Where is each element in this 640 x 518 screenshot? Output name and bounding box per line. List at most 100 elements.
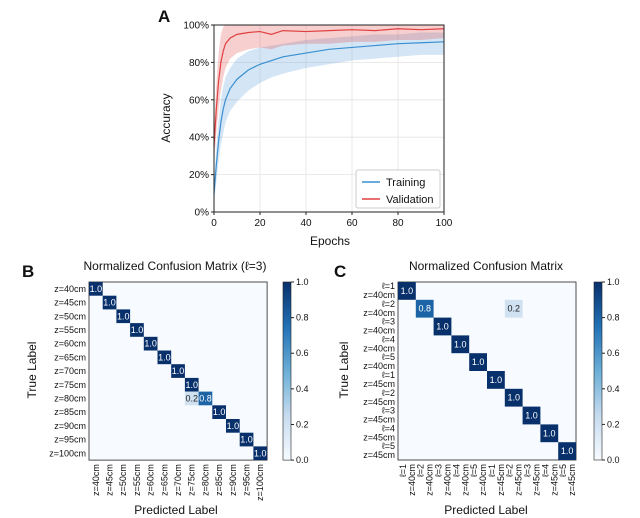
b-ytick-label: z=65cm: [54, 352, 86, 362]
c-xtick-l-label: ℓ=2: [505, 464, 515, 477]
c-ytick-z-label: z=45cm: [363, 379, 395, 389]
b-cell-value: 1.0: [158, 352, 171, 362]
c-xtick-l-label: ℓ=5: [558, 464, 568, 477]
c-cell: [469, 353, 487, 371]
b-colorbar-label: 0.0: [296, 455, 309, 465]
c-colorbar-label: 0.2: [607, 419, 620, 429]
b-ytick-label: z=55cm: [54, 325, 86, 335]
b-cell: [184, 391, 199, 406]
c-xtick-z-label: z=40cm: [460, 464, 470, 496]
b-cell: [212, 405, 226, 419]
b-cell: [226, 419, 240, 433]
c-ytick-l-label: ℓ=3: [382, 317, 395, 327]
panel-c-letter: C: [334, 262, 346, 281]
c-ytick-z-label: z=45cm: [363, 432, 395, 442]
c-cell: [504, 299, 523, 318]
a-xtick-label: 80: [392, 218, 404, 229]
b-cell: [239, 432, 254, 447]
b-cell: [198, 391, 213, 406]
b-xtick-label: z=40cm: [91, 464, 101, 496]
c-cell: [504, 388, 523, 407]
a-band-training: [214, 32, 444, 203]
c-ytick-l-label: ℓ=4: [382, 334, 395, 344]
b-colorbar-label: 0.8: [296, 313, 309, 323]
b-xtick-label: z=95cm: [242, 464, 252, 496]
c-xtick-z-label: z=45cm: [567, 464, 577, 496]
a-xtick-label: 60: [346, 218, 358, 229]
c-colorbar-label: 0.6: [607, 348, 620, 358]
c-ytick-l-label: ℓ=1: [382, 281, 395, 291]
c-ytick-z-label: z=45cm: [363, 415, 395, 425]
c-cell: [415, 299, 434, 318]
c-xtick-z-label: z=45cm: [514, 464, 524, 496]
b-ytick-label: z=95cm: [54, 435, 86, 445]
b-colorbar-label: 0.2: [296, 419, 309, 429]
c-cell-value: 1.0: [561, 446, 574, 456]
c-xtick-l-label: ℓ=4: [451, 464, 461, 477]
panel-b-ylabel: True Label: [25, 342, 39, 399]
b-cell-value: 1.0: [227, 421, 240, 431]
c-cell-value: 1.0: [543, 428, 556, 438]
panel-a-line-chart: 0 20 40 60 80 100 0% 20% 40% 60% 80% 100% Training Va…: [183, 21, 452, 230]
c-xtick-l-label: ℓ=1: [398, 464, 408, 477]
c-cell-value: 1.0: [472, 357, 485, 367]
b-cell-value: 1.0: [144, 339, 157, 349]
b-cell-value: 1.0: [254, 448, 267, 458]
c-cell-value: 1.0: [507, 393, 520, 403]
c-cell: [398, 282, 416, 300]
c-cell: [487, 371, 505, 389]
c-ytick-z-label: z=40cm: [363, 361, 395, 371]
c-xtick-l-label: ℓ=1: [487, 464, 497, 477]
c-xtick-z-label: z=45cm: [549, 464, 559, 496]
panel-b-title: Normalized Confusion Matrix (ℓ=3): [84, 259, 267, 273]
c-ytick-z-label: z=40cm: [363, 308, 395, 318]
panel-a-xlabel: Epochs: [310, 234, 350, 248]
panel-b-xlabel: Predicted Label: [134, 503, 217, 517]
b-colorbar-label: 0.4: [296, 384, 309, 394]
panel-a-letter: A: [158, 7, 170, 26]
c-colorbar-label: 1.0: [607, 277, 620, 287]
c-cell-value: 1.0: [525, 411, 538, 421]
c-cell: [433, 317, 452, 336]
b-xtick-label: z=65cm: [159, 464, 169, 496]
c-xtick-z-label: z=40cm: [407, 464, 417, 496]
a-ytick-label: 40%: [189, 133, 209, 144]
b-ytick-label: z=100cm: [49, 448, 86, 458]
a-xtick-label: 20: [254, 218, 266, 229]
c-cell-value: 1.0: [401, 286, 414, 296]
a-ytick-label: 80%: [189, 58, 209, 69]
b-cell-value: 1.0: [117, 311, 130, 321]
c-ytick-z-label: z=45cm: [363, 450, 395, 460]
c-cell: [522, 406, 541, 425]
c-ytick-l-label: ℓ=1: [382, 370, 395, 380]
b-xtick-label: z=100cm: [255, 464, 265, 501]
b-cell-value: 1.0: [90, 284, 103, 294]
b-cell: [102, 295, 117, 310]
a-xtick-label: 40: [300, 218, 312, 229]
c-ytick-l-label: ℓ=5: [382, 352, 395, 362]
b-xtick-label: z=55cm: [132, 464, 142, 496]
c-xtick-z-label: z=40cm: [443, 464, 453, 496]
b-cell: [89, 282, 103, 296]
b-cell: [157, 350, 172, 365]
a-xtick-label: 100: [436, 218, 453, 229]
b-cell: [171, 364, 185, 378]
a-ytick-label: 100%: [183, 21, 209, 32]
c-ytick-l-label: ℓ=2: [382, 388, 395, 398]
c-ytick-z-label: z=40cm: [363, 326, 395, 336]
panel-b-confusion-matrix: 1.01.01.01.01.01.01.01.00.2 0.81.01.01.01…: [49, 277, 308, 501]
b-ytick-label: z=50cm: [54, 311, 86, 321]
a-axes-frame: [213, 24, 445, 213]
b-cell-value: 1.0: [131, 325, 144, 335]
a-band-validation: [214, 25, 444, 166]
b-cell: [143, 336, 158, 351]
c-colorbar: [593, 281, 603, 461]
b-ytick-label: z=60cm: [54, 339, 86, 349]
c-xtick-z-label: z=40cm: [478, 464, 488, 496]
c-ytick-z-label: z=40cm: [363, 290, 395, 300]
c-colorbar-label: 0.0: [607, 455, 620, 465]
b-cell: [130, 323, 144, 337]
b-ytick-label: z=45cm: [54, 298, 86, 308]
c-colorbar-label: 0.8: [607, 313, 620, 323]
b-cell-value: 1.0: [213, 407, 226, 417]
